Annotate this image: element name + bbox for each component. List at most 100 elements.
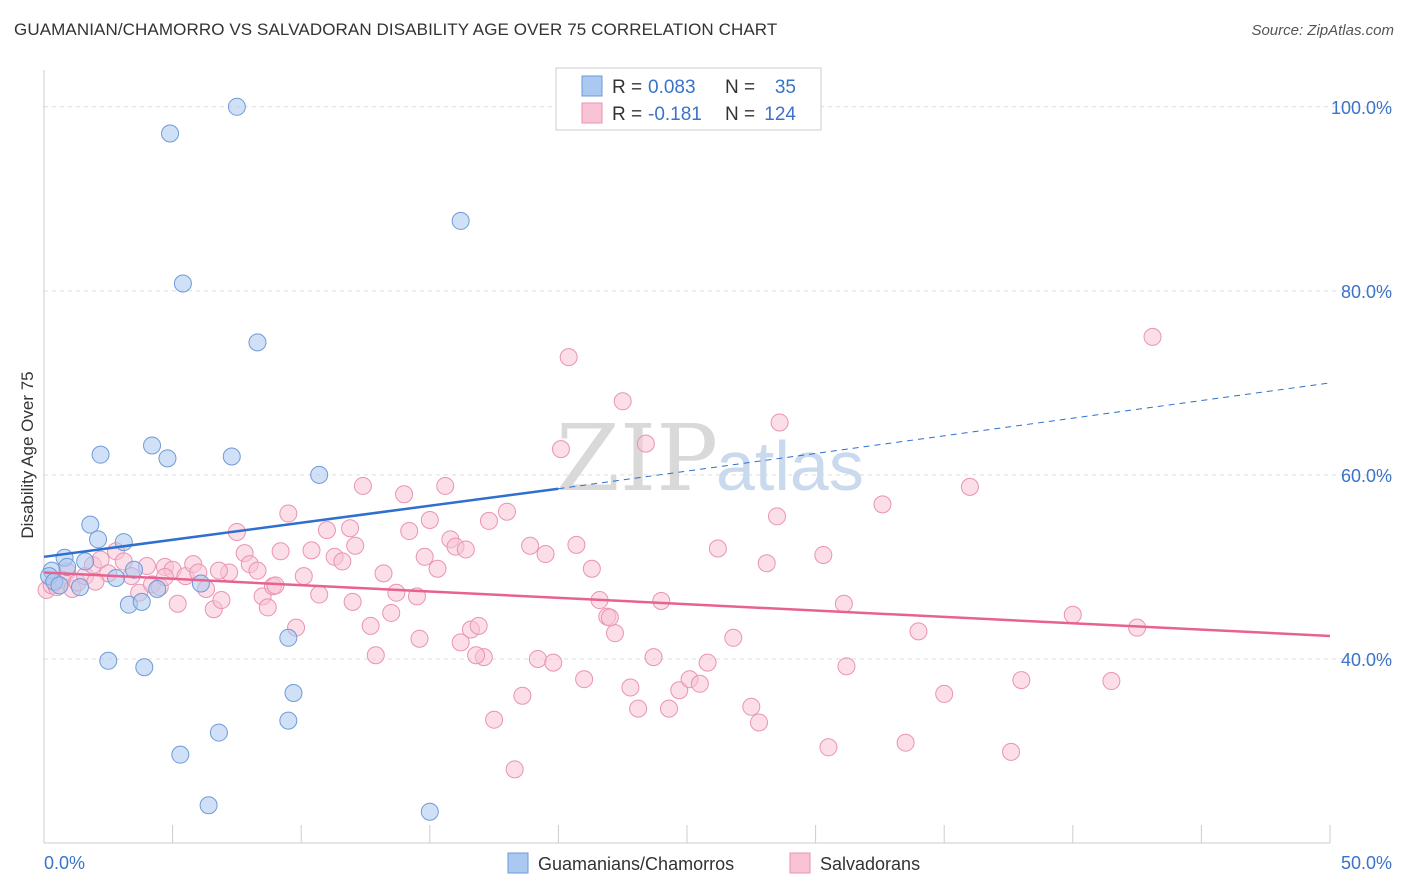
guamanian-point xyxy=(199,796,218,815)
salvadoran-point xyxy=(742,697,761,716)
salvadoran-point xyxy=(1012,671,1031,690)
guamanian-point xyxy=(143,436,162,455)
legend-n-label-2: N = xyxy=(725,104,755,125)
salvadoran-point xyxy=(341,519,360,538)
guamanian-point xyxy=(191,574,210,593)
salvadoran-point xyxy=(410,629,429,648)
salvadoran-point xyxy=(294,567,313,586)
grid-lines xyxy=(44,106,1392,660)
salvadoran-point xyxy=(521,536,540,555)
trend-lines xyxy=(43,382,1331,638)
salvadoran-point xyxy=(750,713,769,732)
guamanian-point xyxy=(279,711,298,730)
salvadoran-point xyxy=(935,684,954,703)
salvadoran-point xyxy=(382,603,401,622)
salvadoran-point xyxy=(420,510,439,529)
salvadoran-point xyxy=(469,616,488,635)
y-tick-label-40: 40.0% xyxy=(1341,650,1392,670)
guamanian-point xyxy=(76,552,95,571)
salvadoran-point xyxy=(1002,742,1021,761)
salvadoran-point xyxy=(909,622,928,641)
guamanian-point xyxy=(227,97,246,116)
salvadoran-point xyxy=(819,738,838,757)
salvadoran-point xyxy=(374,564,393,583)
salvadoran-point xyxy=(279,504,298,523)
legend-n-value-2: 124 xyxy=(764,104,796,125)
salvadoran-point xyxy=(670,681,689,700)
guamanian-point xyxy=(451,211,470,230)
guamanian-trend-extension xyxy=(558,382,1331,490)
salvadoran-point xyxy=(629,699,648,718)
legend-r-label-1: R = xyxy=(612,77,642,98)
salvadoran-point xyxy=(1063,605,1082,624)
guamanian-point xyxy=(284,684,303,703)
salvadoran-point xyxy=(505,760,524,779)
guamanian-point xyxy=(420,802,439,821)
chart-title: GUAMANIAN/CHAMORRO VS SALVADORAN DISABIL… xyxy=(14,20,778,39)
series-label-guamanians: Guamanians/Chamorros xyxy=(538,854,734,874)
salvadoran-point xyxy=(428,559,447,578)
salvadoran-point xyxy=(387,583,406,602)
guamanian-point xyxy=(107,568,126,587)
salvadoran-point xyxy=(248,561,267,580)
salvadoran-point xyxy=(346,536,365,555)
salvadoran-point xyxy=(333,552,352,571)
guamanian-point xyxy=(171,745,190,764)
salvadoran-point xyxy=(698,653,717,672)
salvadoran-point xyxy=(536,545,555,564)
salvadoran-point xyxy=(814,545,833,564)
salvadoran-point xyxy=(209,561,228,580)
salvadoran-point xyxy=(551,440,570,459)
watermark-atlas: atlas xyxy=(716,427,864,505)
salvadoran-point xyxy=(757,554,776,573)
legend-r-value-1: 0.083 xyxy=(648,77,696,98)
guamanian-point xyxy=(81,515,100,534)
guamanian-point xyxy=(161,124,180,143)
guamanian-point xyxy=(279,628,298,647)
salvadoran-point xyxy=(271,542,290,561)
salvadoran-points xyxy=(37,327,1162,779)
salvadoran-point xyxy=(497,502,516,521)
salvadoran-point xyxy=(834,594,853,613)
salvadoran-point xyxy=(400,522,419,541)
guamanian-point xyxy=(222,447,241,466)
guamanian-point xyxy=(173,274,192,293)
legend-swatch-blue xyxy=(581,75,603,97)
legend-n-value-1: 35 xyxy=(775,77,796,98)
guamanian-points xyxy=(40,97,470,821)
salvadoran-point xyxy=(636,434,655,453)
salvadoran-point xyxy=(212,591,231,610)
guamanian-point xyxy=(125,560,144,579)
salvadoran-point xyxy=(353,476,372,495)
salvadoran-point xyxy=(837,657,856,676)
guamanian-point xyxy=(91,445,110,464)
guamanian-trend-line xyxy=(43,487,559,559)
salvadoran-point xyxy=(567,535,586,554)
salvadoran-point xyxy=(343,592,362,611)
salvadoran-point xyxy=(479,511,498,530)
y-tick-label-60: 60.0% xyxy=(1341,466,1392,486)
salvadoran-point xyxy=(1102,672,1121,691)
guamanian-point xyxy=(135,658,154,677)
axes xyxy=(43,70,1331,844)
guamanian-point xyxy=(132,592,151,611)
guamanian-point xyxy=(248,333,267,352)
salvadoran-point xyxy=(451,633,470,652)
stats-legend: R = 0.083 N = 35 R = -0.181 N = 124 xyxy=(555,67,822,131)
guamanian-point xyxy=(99,651,118,670)
guamanian-point xyxy=(310,465,329,484)
watermark: ZIP atlas xyxy=(556,405,864,512)
series-swatch-salvadorans xyxy=(789,852,811,874)
series-swatch-guamanians xyxy=(507,852,529,874)
y-tick-label-100: 100.0% xyxy=(1331,98,1392,118)
y-tick-labels: 40.0% 60.0% 80.0% 100.0% xyxy=(1331,98,1392,670)
x-tick-max: 50.0% xyxy=(1341,853,1392,873)
salvadoran-point xyxy=(361,616,380,635)
salvadoran-point xyxy=(768,507,787,526)
salvadoran-point xyxy=(1143,327,1162,346)
salvadoran-point xyxy=(724,628,743,647)
x-tick-min: 0.0% xyxy=(44,853,85,873)
salvadoran-point xyxy=(436,476,455,495)
salvadoran-point xyxy=(395,485,414,504)
salvadoran-point xyxy=(600,608,619,627)
